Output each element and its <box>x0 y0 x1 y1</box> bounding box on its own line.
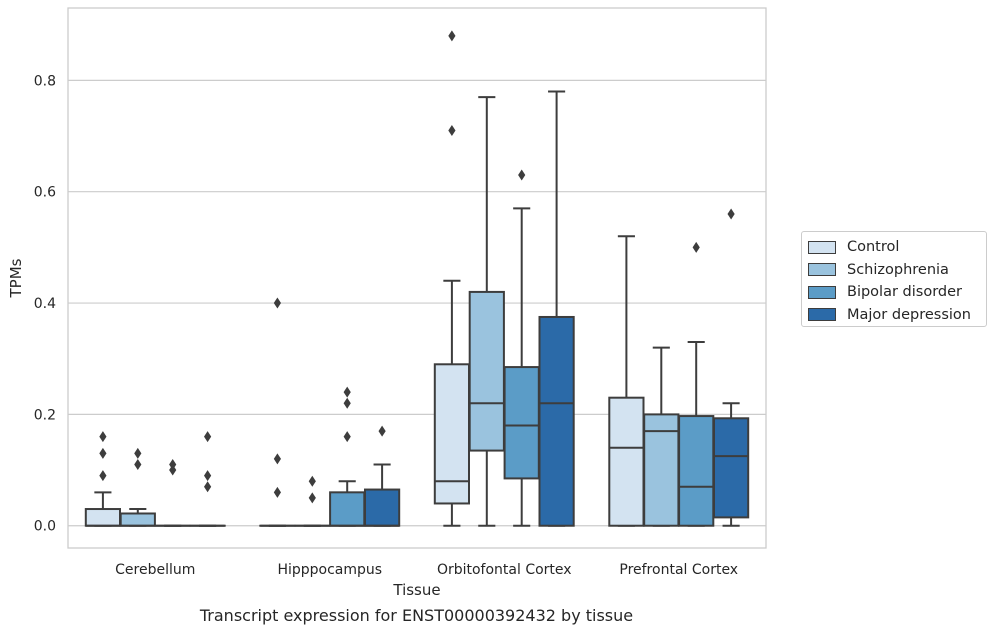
box-prefrontal-cortex-bipolar-disorder <box>678 241 715 527</box>
outlier-point <box>727 208 735 220</box>
legend-item-control: Control <box>808 236 986 259</box>
box-body <box>712 417 750 519</box>
y-axis-ticks: 0.0 0.2 0.4 0.6 0.8 <box>34 73 56 534</box>
outlier-point <box>343 397 351 409</box>
outlier-point <box>134 447 142 459</box>
box-body <box>119 512 156 527</box>
outlier-point <box>692 241 700 253</box>
legend-swatch-major-depression <box>808 308 836 322</box>
box-body <box>84 508 122 527</box>
y-axis-label: TPMs <box>7 258 25 298</box>
outlier-point <box>343 431 351 443</box>
box-cerebellum-schizophrenia <box>119 447 156 527</box>
outlier-point <box>99 447 107 459</box>
x-tick-label-cerebellum: Cerebellum <box>115 562 195 578</box>
x-tick-label-prefrontal-cortex: Prefrontal Cortex <box>619 562 738 578</box>
legend-item-major-depression: Major depression <box>808 304 986 327</box>
box-body <box>678 415 715 527</box>
x-tick-label-orbitofontal-cortex: Orbitofontal Cortex <box>437 562 572 578</box>
legend-label-schizophrenia: Schizophrenia <box>847 261 949 278</box>
box-cerebellum-major-depression <box>189 431 226 527</box>
outlier-point <box>204 431 212 443</box>
boxes-layer <box>84 30 750 527</box>
legend-label-major-depression: Major depression <box>847 306 971 323</box>
box-cerebellum-bipolar-disorder <box>154 458 191 527</box>
box-body <box>538 315 575 527</box>
outlier-point <box>99 431 107 443</box>
legend-label-control: Control <box>847 239 900 256</box>
x-axis-ticks: Cerebellum Hipppocampus Orbitofontal Corte… <box>115 562 738 578</box>
outlier-point <box>169 458 177 470</box>
outlier-point <box>448 124 456 136</box>
x-axis-label: Tissue <box>392 581 440 599</box>
y-tick-label-0-2: 0.2 <box>34 407 56 423</box>
plot-frame <box>67 7 767 549</box>
box-orbitofontal-cortex-major-depression <box>538 90 575 527</box>
outlier-point <box>273 453 281 465</box>
outlier-point <box>204 470 212 482</box>
legend-swatch-bipolar-disorder <box>808 285 836 299</box>
legend: Control Schizophrenia Bipolar disorder M… <box>801 231 987 327</box>
legend-label-bipolar-disorder: Bipolar disorder <box>847 284 962 301</box>
outlier-point <box>308 475 316 487</box>
legend-item-schizophrenia: Schizophrenia <box>808 259 986 282</box>
box-orbitofontal-cortex-schizophrenia <box>468 96 505 527</box>
box-body <box>503 366 540 480</box>
box-body <box>643 413 680 527</box>
outlier-point <box>169 464 177 476</box>
outlier-point <box>134 458 142 470</box>
outlier-point <box>378 425 386 437</box>
legend-swatch-control <box>808 240 836 254</box>
box-body <box>608 396 645 527</box>
y-tick-label-0-4: 0.4 <box>34 296 56 312</box>
box-body <box>468 290 505 452</box>
y-tick-label-0-8: 0.8 <box>34 73 56 89</box>
y-tick-label-0-6: 0.6 <box>34 185 56 201</box>
outlier-point <box>448 30 456 42</box>
outlier-point <box>273 297 281 309</box>
y-tick-label-0-0: 0.0 <box>34 519 56 535</box>
box-prefrontal-cortex-major-depression <box>712 208 750 527</box>
outlier-point <box>308 492 316 504</box>
box-orbitofontal-cortex-bipolar-disorder <box>503 169 540 527</box>
box-prefrontal-cortex-control <box>608 235 645 527</box>
box-body <box>433 363 471 505</box>
legend-item-bipolar-disorder: Bipolar disorder <box>808 281 986 304</box>
outlier-point <box>273 486 281 498</box>
box-prefrontal-cortex-schizophrenia <box>643 346 680 527</box>
box-body <box>363 488 401 527</box>
chart-caption: Transcript expression for ENST0000039243… <box>199 606 634 625</box>
outlier-point <box>518 169 526 181</box>
box-hipppocampus-bipolar-disorder <box>329 386 366 527</box>
box-body <box>329 491 366 527</box>
outlier-point <box>99 470 107 482</box>
x-tick-label-hipppocampus: Hipppocampus <box>277 562 382 578</box>
outlier-point <box>204 481 212 493</box>
outlier-point <box>343 386 351 398</box>
box-hipppocampus-major-depression <box>363 425 401 527</box>
legend-swatch-schizophrenia <box>808 263 836 277</box>
